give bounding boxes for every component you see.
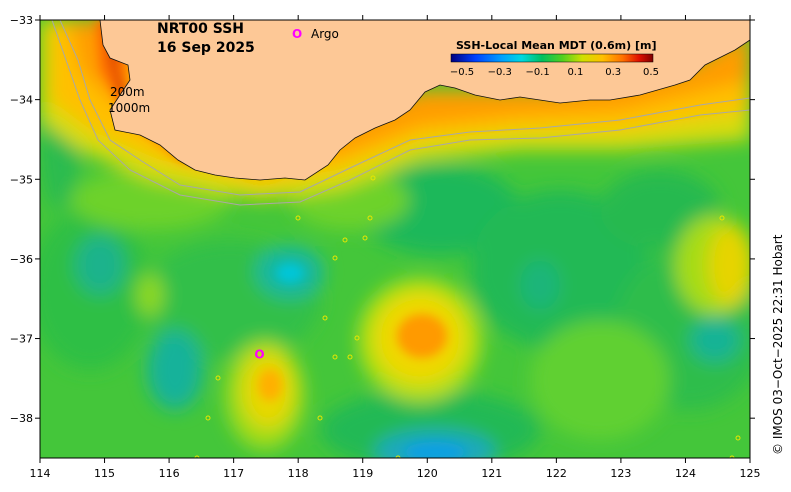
map-title: NRT00 SSH (157, 21, 244, 37)
colorbar-tick-label: 0.1 (567, 67, 583, 78)
argo-float-marker: O (254, 347, 264, 361)
isobath-label-1000m: 1000m (108, 101, 150, 115)
colorbar: SSH-Local Mean MDT (0.6m) [m] −0.5 −0.3 −0… (450, 39, 659, 78)
isobath-1000m (51, 20, 750, 206)
x-tick-label: 119 (352, 467, 373, 480)
y-tick-label: −34 (10, 94, 33, 107)
y-tick-label: −33 (10, 14, 33, 27)
argo-legend-icon: O (292, 27, 302, 41)
x-tick-label: 118 (288, 467, 309, 480)
colorbar-tick-label: −0.3 (488, 67, 512, 78)
colorbar-tick-label: 0.5 (643, 67, 659, 78)
y-tick-label: −37 (10, 333, 33, 346)
map-date: 16 Sep 2025 (157, 40, 255, 56)
y-tick-label: −35 (10, 173, 33, 186)
colorbar-gradient (450, 53, 654, 63)
isobath-200m (59, 20, 750, 196)
plot-frame (39, 19, 751, 459)
x-tick-label: 125 (740, 467, 761, 480)
x-tick-label: 117 (223, 467, 244, 480)
x-tick-label: 123 (610, 467, 631, 480)
y-tick-label: −38 (10, 412, 33, 425)
colorbar-tick-label: −0.1 (525, 67, 549, 78)
x-tick-label: 115 (94, 467, 115, 480)
y-tick-label: −36 (10, 253, 33, 266)
x-tick-label: 121 (481, 467, 502, 480)
x-tick-label: 122 (546, 467, 567, 480)
x-tick-label: 114 (30, 467, 51, 480)
x-axis: 114 115 116 117 118 119 120 121 122 123 124 125 (30, 15, 761, 480)
colorbar-tick-label: −0.5 (450, 67, 474, 78)
x-tick-label: 124 (675, 467, 696, 480)
float-tracks (194, 175, 741, 458)
isobath-label-200m: 200m (110, 85, 145, 99)
x-tick-label: 116 (159, 467, 180, 480)
argo-legend-label: Argo (311, 27, 339, 41)
colorbar-title: SSH-Local Mean MDT (0.6m) [m] (456, 39, 656, 52)
colorbar-tick-label: 0.3 (605, 67, 621, 78)
credit-text: © IMOS 03−Oct−2025 22:31 Hobart (771, 234, 785, 455)
x-tick-label: 120 (417, 467, 438, 480)
y-axis: −33 −34 −35 −36 −37 −38 (10, 14, 755, 425)
